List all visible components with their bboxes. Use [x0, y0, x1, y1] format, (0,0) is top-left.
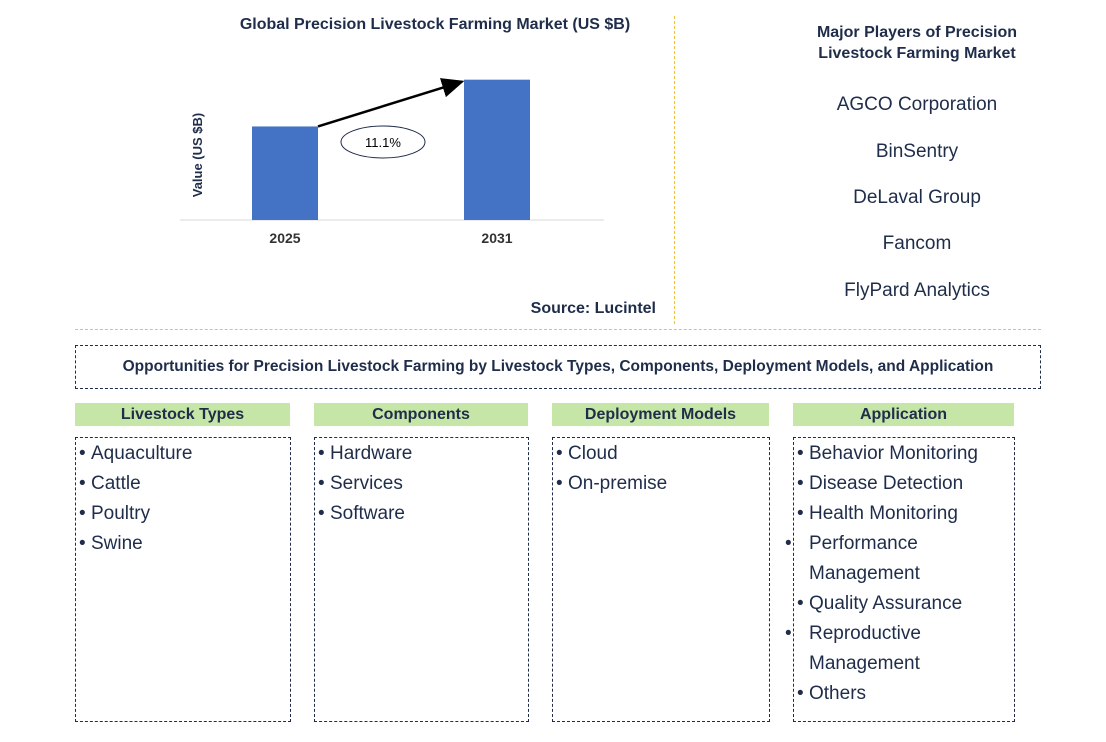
- list-item: • Behavior Monitoring: [797, 443, 978, 464]
- list-item: • Reproductive Management: [785, 623, 921, 674]
- player-item: FlyPard Analytics: [844, 280, 990, 301]
- source-label: Source: Lucintel: [530, 300, 656, 317]
- column-list-application: • Behavior Monitoring • Disease Detection …: [785, 437, 1015, 722]
- horizontal-divider: [75, 329, 1041, 330]
- list-item: • Health Monitoring: [797, 503, 958, 524]
- bar-chart: 2025 2031 Value (US $B) 11.1%: [180, 78, 604, 246]
- column-list-livestock-types: • Aquaculture • Cattle • Poultry • Swine: [75, 437, 291, 722]
- column-header-application: Application: [793, 403, 1014, 426]
- player-item: BinSentry: [875, 141, 959, 162]
- list-item: • Performance Management: [785, 533, 920, 584]
- list-item: • Disease Detection: [797, 473, 964, 494]
- y-axis-label: Value (US $B): [190, 113, 205, 198]
- x-tick-label: 2031: [481, 230, 512, 246]
- x-tick-label: 2025: [269, 230, 300, 246]
- column-header-components: Components: [314, 403, 528, 426]
- bar-2025: [252, 126, 318, 220]
- player-item: AGCO Corporation: [836, 94, 998, 115]
- opportunities-title: Opportunities for Precision Livestock Fa…: [75, 345, 1041, 389]
- players-title: Major Players of Precision Livestock Far…: [816, 24, 1018, 62]
- player-item: Fancom: [882, 233, 952, 254]
- list-item: • Poultry: [79, 503, 151, 524]
- list-item: • Aquaculture: [79, 443, 193, 464]
- growth-arrow: [317, 78, 465, 128]
- list-item: • Quality Assurance: [797, 593, 963, 614]
- player-item: DeLaval Group: [853, 187, 981, 208]
- column-header-deployment-models: Deployment Models: [552, 403, 769, 426]
- chart-title: Global Precision Livestock Farming Marke…: [239, 16, 631, 33]
- column-list-deployment-models: • Cloud • On-premise: [552, 437, 770, 722]
- list-item: • Software: [318, 503, 405, 524]
- list-item: • Cattle: [79, 473, 141, 494]
- list-item: • Cloud: [556, 443, 618, 464]
- list-item: • Services: [318, 473, 403, 494]
- list-item: • Swine: [79, 533, 143, 554]
- list-item: • On-premise: [556, 473, 668, 494]
- bar-2031: [464, 79, 530, 220]
- cagr-ellipse: [340, 125, 426, 159]
- cagr-label: 11.1%: [365, 135, 401, 150]
- column-header-livestock-types: Livestock Types: [75, 403, 290, 426]
- column-list-components: • Hardware • Services • Software: [314, 437, 529, 722]
- list-item: • Others: [797, 683, 867, 704]
- list-item: • Hardware: [318, 443, 413, 464]
- vertical-divider: [674, 16, 675, 324]
